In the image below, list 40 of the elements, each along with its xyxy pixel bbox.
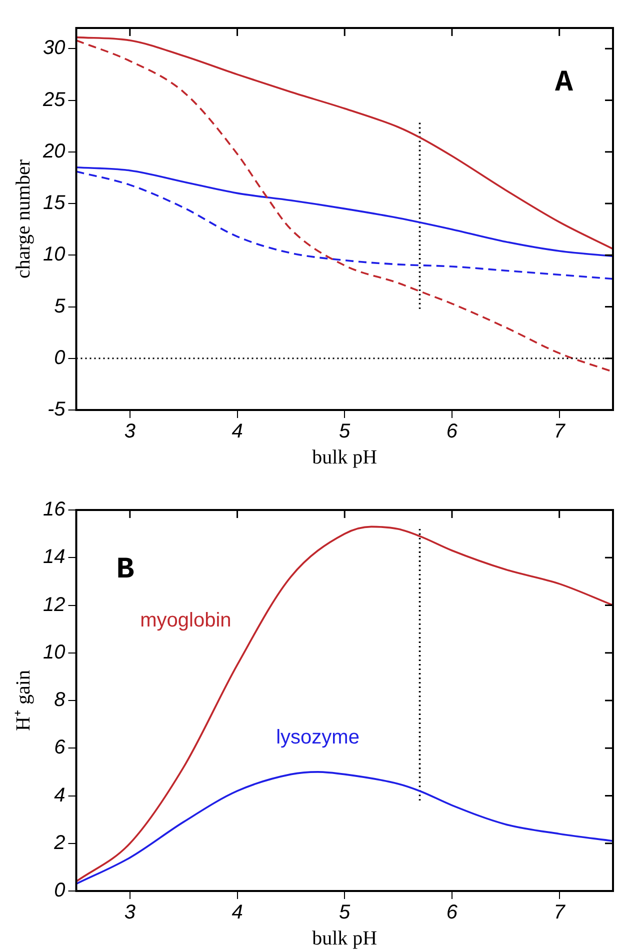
text: A [554, 66, 573, 101]
x-tick-label: 3 [124, 902, 136, 924]
y-tick-label: 6 [54, 736, 66, 759]
y-tick-label: 5 [54, 295, 66, 318]
x-tick-label: 4 [232, 420, 243, 443]
y-tick-label: 16 [42, 498, 66, 521]
x-tick-label: 5 [339, 420, 352, 443]
y-tick-label: -5 [47, 398, 66, 421]
text: B [116, 554, 134, 588]
y-tick-label: 0 [54, 880, 66, 902]
y-tick-label: 4 [54, 784, 66, 806]
line-series [76, 39, 613, 373]
y-tick-label: 0 [54, 346, 66, 369]
y-tick-label: 12 [42, 594, 66, 616]
y-tick-label: 20 [42, 140, 66, 162]
y-axis-title: charge number [12, 159, 34, 279]
x-axis-title: bulk pH [312, 446, 378, 468]
y-tick-label: 10 [42, 244, 66, 266]
line-series [76, 170, 613, 280]
y-tick-label: 25 [42, 88, 66, 111]
x-tick-label: 4 [232, 902, 243, 924]
y-tick-label: 14 [42, 546, 66, 568]
x-tick-label: 7 [554, 420, 566, 443]
x-tick-label: 6 [446, 902, 458, 924]
series-label: lysozyme [276, 726, 360, 748]
y-tick-label: 10 [42, 641, 66, 664]
y-tick-label: 8 [54, 689, 66, 712]
y-tick-label: 30 [42, 37, 66, 60]
y-axis-title: H⁺ gain [12, 670, 34, 731]
y-tick-label: 15 [42, 192, 66, 214]
line-series [76, 526, 613, 882]
x-tick-label: 7 [554, 902, 566, 924]
x-tick-label: 5 [339, 902, 352, 924]
series-label: myoglobin [140, 609, 232, 632]
y-tick-label: 2 [53, 832, 66, 854]
line-series [76, 166, 613, 258]
line-series [76, 771, 613, 885]
x-tick-label: 6 [446, 420, 458, 443]
x-tick-label: 3 [124, 420, 136, 443]
x-axis-title: bulk pH [312, 927, 378, 950]
